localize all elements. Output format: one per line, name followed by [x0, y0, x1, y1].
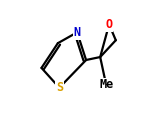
Text: O: O: [106, 18, 113, 31]
Text: N: N: [74, 26, 81, 39]
Text: S: S: [56, 81, 63, 94]
Text: Me: Me: [99, 78, 113, 91]
